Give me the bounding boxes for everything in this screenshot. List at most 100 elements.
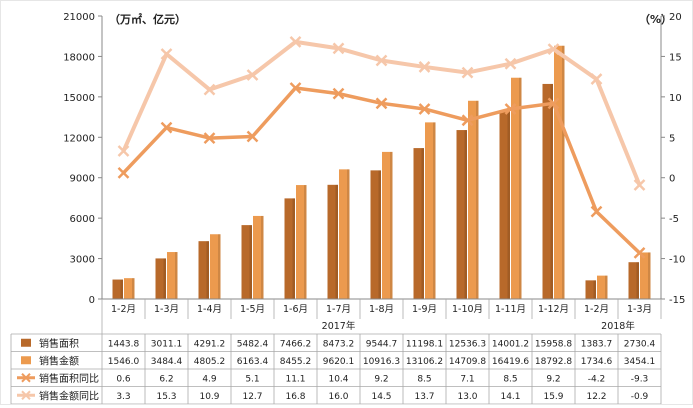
category-axis: 1-2月 1-3月 1-4月 1-5月 1-6月 1-7月 1-8月 1-9月 1-10月 1-1… <box>101 298 662 332</box>
bar-shade <box>605 275 608 299</box>
table-cell: 14.5 <box>371 392 391 402</box>
table-cell: 6163.4 <box>237 357 269 367</box>
line-marker <box>504 57 517 70</box>
marker-stroke <box>633 247 646 259</box>
right-tick-label: 20 <box>669 12 682 23</box>
table-cell: 3011.1 <box>151 339 183 349</box>
bar-area <box>370 170 381 299</box>
year-label: 2018年 <box>601 320 635 332</box>
table-cell: 0.6 <box>116 374 131 384</box>
bar-area <box>112 279 123 299</box>
line-marker <box>633 247 646 259</box>
bar-area <box>456 130 467 299</box>
left-tick-label: 6000 <box>70 214 95 225</box>
table-cell: 3484.4 <box>151 357 183 367</box>
bar-area <box>327 184 338 299</box>
bar-area <box>413 148 424 299</box>
table-cell: 12.7 <box>242 392 262 402</box>
category-label: 1-3月 <box>627 304 652 315</box>
table-cell: 18792.8 <box>535 357 572 367</box>
bar-shade <box>507 110 510 299</box>
left-tick-label: 9000 <box>70 174 95 185</box>
table-cell: 16.0 <box>328 392 348 402</box>
bar-amount <box>167 252 178 299</box>
category-label: 1-12月 <box>538 304 569 315</box>
table-cell: 8473.2 <box>323 339 355 349</box>
left-tick-label: 21000 <box>63 12 95 23</box>
left-tick-label: 15000 <box>63 93 95 104</box>
bar-shade <box>249 225 252 299</box>
bar-shade <box>550 83 553 299</box>
category-label: 1-7月 <box>326 304 351 315</box>
table-cell: 15.3 <box>156 392 176 402</box>
marker-stroke <box>547 97 560 110</box>
bar-area <box>499 110 510 299</box>
bar-shade <box>292 198 295 299</box>
marker-stroke <box>332 42 345 55</box>
category-label: 1-4月 <box>197 304 222 315</box>
year-label: 2017年 <box>322 320 356 332</box>
left-axis: 0 3000 6000 9000 12000 15000 18000 21000 <box>63 12 103 306</box>
bar-series-group <box>112 45 651 300</box>
right-tick-label: 15 <box>669 52 682 63</box>
table-cell: 10916.3 <box>363 357 400 367</box>
right-axis-unit: （%） <box>639 13 672 26</box>
bar-area <box>284 198 295 299</box>
marker-stroke <box>117 166 130 179</box>
bar-shade <box>347 169 350 299</box>
marker-stroke <box>418 103 431 115</box>
legend-label: 销售面积同比 <box>39 372 99 385</box>
category-label: 1-6月 <box>283 304 308 315</box>
table-cell: 1546.0 <box>108 357 140 367</box>
legend-swatch-bar <box>21 356 31 365</box>
marker-stroke <box>203 83 216 96</box>
left-tick-label: 0 <box>89 295 95 306</box>
table-cell: 13.0 <box>457 392 477 402</box>
marker-stroke <box>375 97 388 110</box>
bar-area <box>155 258 166 299</box>
table-cell: 7466.2 <box>280 339 312 349</box>
line-marker <box>203 83 216 96</box>
marker-stroke <box>246 69 259 81</box>
marker-stroke <box>160 121 173 134</box>
table-cell: 11.1 <box>285 374 305 384</box>
line-marker <box>504 103 517 115</box>
bar-amount <box>339 169 350 299</box>
table-cell: 9.2 <box>374 374 388 384</box>
category-label: 1-5月 <box>240 304 265 315</box>
right-tick-label: -5 <box>669 214 679 225</box>
bar-shade <box>175 252 178 299</box>
table-cell: -0.9 <box>631 392 649 402</box>
marker-stroke <box>504 103 517 115</box>
marker-stroke <box>590 205 603 218</box>
bar-amount <box>425 122 436 299</box>
category-label: 1-8月 <box>369 304 394 315</box>
line-marker <box>203 132 216 144</box>
bar-shade <box>335 184 338 299</box>
line-marker <box>590 73 603 85</box>
line-marker <box>375 54 388 67</box>
legend-label: 销售金额同比 <box>39 389 99 402</box>
bar-shade <box>593 280 596 299</box>
legend-label: 销售金额 <box>39 354 79 367</box>
bar-shade <box>378 170 381 299</box>
marker-stroke <box>504 57 517 70</box>
table-cell: 8.5 <box>503 374 517 384</box>
table-cell: 5482.4 <box>237 339 269 349</box>
bar-area <box>542 83 553 299</box>
table-cell: 3.3 <box>116 392 130 402</box>
line-marker <box>633 179 646 191</box>
legend-label: 销售面积 <box>39 337 79 350</box>
table-cell: 16.8 <box>285 392 305 402</box>
bar-amount <box>296 185 307 299</box>
table-cell: 2730.4 <box>624 339 656 349</box>
line-marker <box>418 61 431 73</box>
bar-amount <box>253 215 264 299</box>
table-cell: 12536.3 <box>449 339 486 349</box>
bar-amount <box>382 151 393 299</box>
left-axis-unit: （万㎡、亿元） <box>109 12 186 26</box>
marker-stroke <box>160 48 173 60</box>
table-cell: 8455.2 <box>280 357 312 367</box>
